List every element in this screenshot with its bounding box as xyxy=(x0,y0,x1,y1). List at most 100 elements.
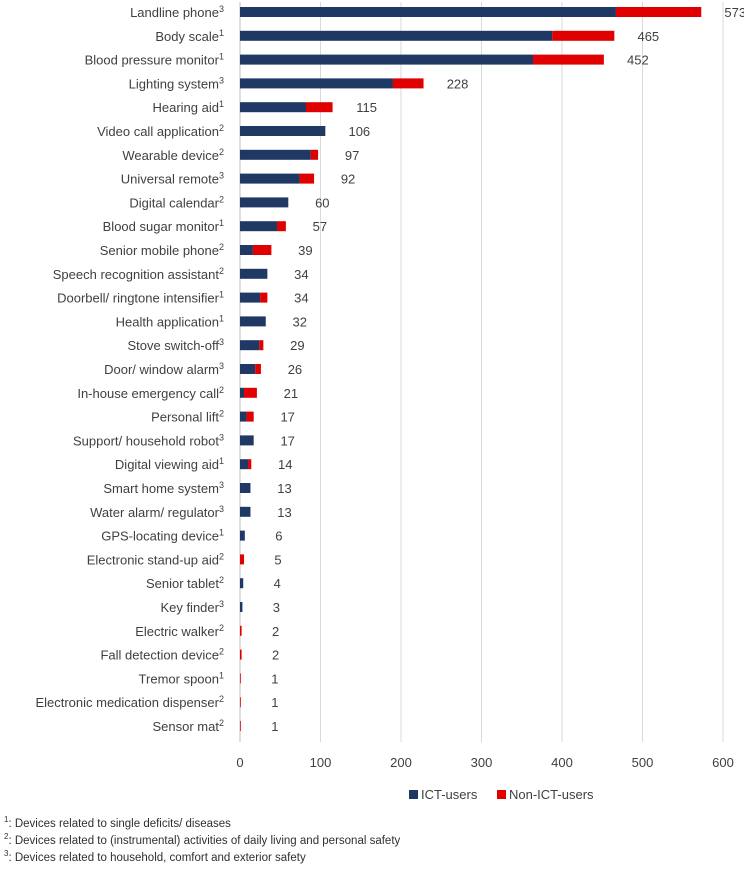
value-label: 106 xyxy=(348,124,370,139)
bar-ict-users xyxy=(240,149,311,160)
value-label: 1 xyxy=(271,671,278,686)
bar-non-ict-users xyxy=(240,721,241,731)
bar-ict-users xyxy=(240,54,534,65)
bar-ict-users xyxy=(240,245,253,255)
bar-ict-users xyxy=(240,483,251,493)
bar-ict-users xyxy=(240,102,307,113)
bar-non-ict-users xyxy=(240,554,245,565)
legend: ICT-users Non-ICT-users xyxy=(409,787,594,802)
bar-ict-users xyxy=(240,578,244,589)
value-label: 2 xyxy=(272,648,279,663)
stacked-bar-chart: Landline phone3 Body scale1 Blood pressure… xyxy=(35,2,744,802)
footnote-1: 1: Devices related to single deficits/ d… xyxy=(4,816,740,833)
category-label: Digital viewing aid1 xyxy=(115,456,224,472)
category-label: Blood sugar monitor1 xyxy=(103,218,224,234)
bar-non-ict-users xyxy=(277,221,286,232)
footnote-3-text: : Devices related to household, comfort … xyxy=(8,852,306,864)
bar-ict-users xyxy=(240,221,278,232)
value-label: 39 xyxy=(298,243,312,258)
category-label: Senior mobile phone2 xyxy=(100,242,224,258)
bar-non-ict-users xyxy=(240,673,241,684)
x-axis-ticks: 0 100 200 300 400 500 600 xyxy=(236,755,733,770)
value-labels: 5734654522281151069792605739343432292621… xyxy=(271,5,744,734)
footnote-3: 3: Devices related to household, comfort… xyxy=(4,850,740,867)
category-label: Video call application2 xyxy=(97,123,224,139)
category-label: Tremor spoon1 xyxy=(139,670,224,686)
value-label: 1 xyxy=(271,719,278,734)
bar-non-ict-users xyxy=(240,697,241,708)
value-label: 14 xyxy=(278,457,292,472)
bar-ict-users xyxy=(240,530,245,541)
bar-non-ict-users xyxy=(248,459,252,470)
legend-swatch-ict-users xyxy=(409,790,418,799)
category-label: Electric walker2 xyxy=(135,623,224,639)
x-tick-label: 200 xyxy=(390,755,412,770)
bar-non-ict-users xyxy=(299,173,315,184)
bar-non-ict-users xyxy=(246,411,254,422)
value-label: 21 xyxy=(284,386,298,401)
bar-ict-users xyxy=(240,506,251,517)
category-label: Landline phone3 xyxy=(130,4,224,20)
category-label: Smart home system3 xyxy=(103,480,224,496)
footnote-2-text: : Devices related to (instrumental) acti… xyxy=(8,835,401,847)
x-tick-label: 0 xyxy=(236,755,243,770)
x-tick-label: 300 xyxy=(471,755,493,770)
category-label: Support/ household robot3 xyxy=(73,432,224,448)
category-label: Sensor mat2 xyxy=(153,718,225,734)
bar-non-ict-users xyxy=(306,102,333,113)
value-label: 573 xyxy=(724,5,744,20)
footnote-2-marker: 2 xyxy=(4,832,9,842)
category-label: In-house emergency call2 xyxy=(77,385,224,401)
category-label: Speech recognition assistant2 xyxy=(53,266,224,282)
value-label: 6 xyxy=(275,529,282,544)
footnotes: 1: Devices related to single deficits/ d… xyxy=(4,816,740,867)
bar-non-ict-users xyxy=(252,245,272,255)
x-tick-label: 100 xyxy=(310,755,332,770)
category-label: Digital calendar2 xyxy=(129,194,224,210)
category-label: Body scale1 xyxy=(155,28,224,44)
value-label: 465 xyxy=(637,29,659,44)
footnote-1-text: : Devices related to single deficits/ di… xyxy=(8,818,231,830)
value-label: 29 xyxy=(290,338,304,353)
bar-non-ict-users xyxy=(255,364,261,374)
category-label: Electronic medication dispenser2 xyxy=(35,694,224,710)
category-label: Wearable device2 xyxy=(122,147,224,163)
category-label: Universal remote3 xyxy=(121,171,224,187)
x-tick-label: 600 xyxy=(712,755,734,770)
bar-ict-users xyxy=(240,435,254,446)
bar-ict-users xyxy=(240,30,553,41)
bar-non-ict-users xyxy=(310,149,319,160)
value-label: 32 xyxy=(293,314,307,329)
bar-ict-users xyxy=(240,173,300,184)
bar-ict-users xyxy=(240,411,247,422)
bar-ict-users xyxy=(240,126,326,136)
bar-non-ict-users xyxy=(240,649,242,660)
bar-ict-users xyxy=(240,78,393,89)
value-label: 17 xyxy=(280,410,294,425)
x-tick-label: 500 xyxy=(632,755,654,770)
value-label: 115 xyxy=(356,100,377,115)
value-label: 452 xyxy=(627,53,649,68)
value-label: 13 xyxy=(277,481,291,496)
value-label: 1 xyxy=(271,695,278,710)
bar-non-ict-users xyxy=(260,292,268,303)
value-label: 97 xyxy=(345,148,359,163)
value-label: 5 xyxy=(274,552,281,567)
bar-ict-users xyxy=(240,340,260,351)
category-labels: Landline phone3 Body scale1 Blood pressure… xyxy=(35,4,224,734)
category-label: Door/ window alarm3 xyxy=(104,361,224,377)
value-label: 57 xyxy=(313,219,327,234)
category-label: Key finder3 xyxy=(160,599,224,615)
category-label: Health application1 xyxy=(116,313,224,329)
value-label: 2 xyxy=(272,624,279,639)
category-label: Stove switch-off3 xyxy=(127,337,224,353)
bar-non-ict-users xyxy=(552,30,615,41)
category-label: Hearing aid1 xyxy=(152,99,224,115)
footnote-3-marker: 3 xyxy=(4,849,9,859)
value-label: 60 xyxy=(315,195,329,210)
bar-ict-users xyxy=(240,268,268,279)
category-label: Doorbell/ ringtone intensifier1 xyxy=(57,290,224,306)
bar-ict-users xyxy=(240,7,616,17)
category-label: Senior tablet2 xyxy=(146,575,224,591)
legend-label-ict-users: ICT-users xyxy=(421,787,478,802)
